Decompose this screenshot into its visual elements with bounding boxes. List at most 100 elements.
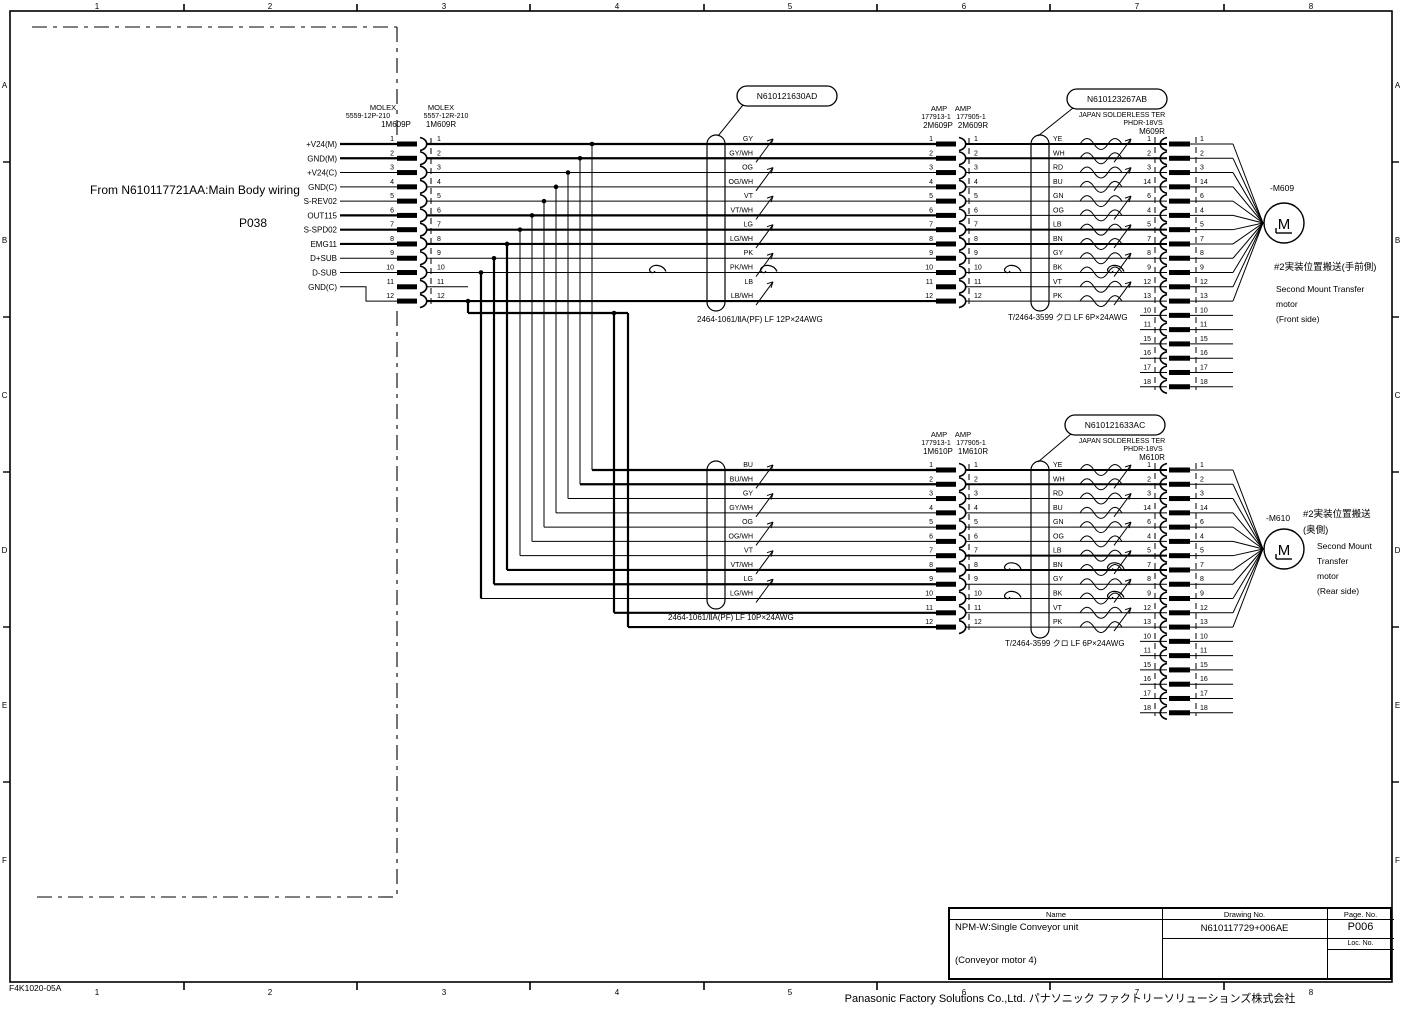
pin-number: 16: [1143, 676, 1151, 683]
connector-socket-arc: [958, 222, 967, 237]
connector-contact: [1169, 524, 1190, 530]
cable-spec: 2464-1061/ⅡA(PF) LF 10P×24AWG: [668, 613, 794, 622]
grid-row-label: C: [2, 391, 8, 400]
pin-number: 12: [1200, 605, 1208, 612]
connector-contact: [1169, 695, 1190, 701]
connector-socket-arc: [1159, 648, 1168, 663]
cable-spec: 2464-1061/ⅡA(PF) LF 12P×24AWG: [697, 315, 823, 324]
connector-socket-arc: [958, 165, 967, 180]
wire-break-hook: [759, 264, 778, 274]
pin-number: 17: [1200, 364, 1208, 371]
pin-number: 6: [1200, 193, 1204, 200]
connector-name-label: 1M610P: [923, 447, 953, 456]
connector-contact: [936, 170, 956, 176]
wire-color-label: BU: [1053, 179, 1063, 186]
grid-column-label: 1: [95, 988, 100, 997]
twisted-pair-wave: [1079, 606, 1123, 619]
motor-description-en: Transfer: [1317, 556, 1349, 566]
connector-contact: [1169, 667, 1190, 673]
twist-mark-arrowhead: [1124, 493, 1132, 497]
connector-contact: [397, 212, 417, 218]
pin-number: 10: [925, 265, 933, 272]
connector-contact: [936, 624, 956, 630]
twist-mark-arrowhead: [1124, 195, 1132, 199]
twist-mark-arrowhead: [1124, 607, 1132, 611]
connector-part-label: PHDR-18VS: [1123, 120, 1163, 127]
twist-mark: [755, 252, 774, 277]
connector-name-label: M610R: [1139, 453, 1165, 462]
connector-name-label: 1M609P: [381, 120, 411, 129]
twisted-pair-wave: [1079, 549, 1123, 562]
wire-color-label: BU: [1053, 505, 1063, 512]
motor-lead: [1232, 158, 1264, 224]
cable-bundle-outline: [1030, 460, 1050, 639]
connector-contact: [936, 255, 956, 261]
connector-contact: [1169, 581, 1190, 587]
connector-contact: [936, 298, 956, 304]
twist-mark-arrowhead: [770, 521, 774, 529]
connector-contact: [1169, 170, 1190, 176]
wire-color-label: LG: [744, 222, 753, 229]
pin-number: 1: [390, 136, 394, 143]
wire-color-label: VT: [1053, 605, 1063, 612]
twist-mark: [755, 224, 774, 249]
connector-socket-arc: [1159, 705, 1168, 721]
pin-number: 3: [974, 491, 978, 498]
twisted-pair-wave: [1079, 535, 1123, 548]
connector-contact: [1169, 538, 1190, 544]
twist-mark: [1113, 138, 1132, 163]
connector-socket-arc: [419, 208, 428, 223]
motor-description-en: (Rear side): [1317, 586, 1359, 596]
connector-contact: [1169, 567, 1190, 573]
twisted-pair-wave: [1079, 152, 1123, 165]
connector-contact: [936, 538, 956, 544]
connector-socket-arc: [1159, 576, 1168, 592]
connector-socket-arc: [419, 193, 428, 209]
pin-number: 7: [974, 548, 978, 555]
connector-name-label: 2M609P: [923, 121, 953, 130]
twist-mark: [1113, 464, 1132, 489]
pin-number: 11: [1200, 648, 1207, 655]
twist-mark-arrowhead: [1128, 138, 1132, 146]
pin-number: 6: [974, 207, 978, 214]
connector-part-label: 5557-12R-210: [424, 113, 469, 120]
motor-lead: [1232, 222, 1264, 245]
wire-break-hook: [1106, 562, 1125, 571]
pin-number: 2: [390, 150, 394, 157]
pin-number: 10: [1143, 307, 1151, 314]
pin-number: 11: [1144, 322, 1151, 329]
connector-contact: [1169, 355, 1190, 361]
connector-socket-arc: [419, 150, 428, 166]
pin-number: 2: [974, 476, 978, 483]
twist-mark-arrowhead: [770, 493, 774, 500]
drawing-no-header: Drawing No.: [1223, 910, 1266, 919]
connector-maker-label: AMP: [931, 430, 947, 439]
pin-number: 2: [437, 150, 441, 157]
connector-socket-arc: [1159, 534, 1168, 549]
pin-number: 9: [929, 250, 933, 257]
wire-color-label: PK/WH: [730, 265, 753, 272]
connector-socket-arc: [958, 250, 967, 266]
connector-contact: [936, 524, 956, 530]
twist-mark-arrowhead: [766, 224, 774, 228]
twisted-pair-wave: [1079, 521, 1123, 534]
wire-color-label: BN: [1053, 236, 1063, 243]
pin-number: 5: [929, 519, 933, 526]
motor-lead: [1232, 143, 1264, 224]
connector-name-label: 1M610R: [958, 447, 988, 456]
connector-socket-arc: [958, 591, 967, 606]
motor-lead: [1232, 498, 1264, 550]
grid-row-label: F: [2, 856, 7, 865]
connector-contact: [936, 496, 956, 502]
pin-number: 2: [1147, 150, 1151, 157]
twist-mark: [1113, 167, 1132, 192]
motor-description-jp: #2実装位置搬送: [1303, 508, 1371, 520]
pin-number: 9: [974, 250, 978, 257]
connector-contact: [1169, 241, 1190, 247]
pin-number: 4: [1200, 207, 1204, 214]
twist-mark-arrowhead: [770, 253, 774, 260]
pin-number: 4: [929, 179, 933, 186]
grid-row-label: E: [1395, 701, 1400, 710]
pin-number: 11: [1200, 322, 1207, 329]
twisted-pair-wave: [1079, 166, 1123, 179]
